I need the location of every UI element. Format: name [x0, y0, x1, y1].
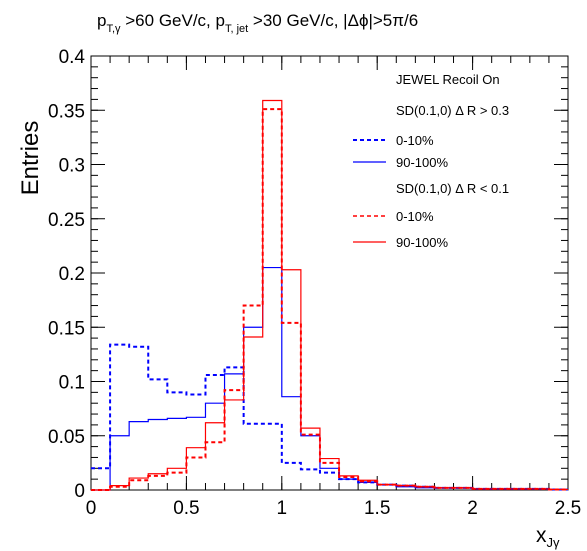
legend-label-red-dashed: 0-10% [396, 209, 434, 224]
x-axis: 0 0.5 1 1.5 2 2.5 [86, 56, 581, 519]
legend-header-dr-large: SD(0.1,0) Δ R > 0.3 [396, 103, 509, 118]
title-tail: >30 GeV/c, |Δϕ|>5π/6 [248, 11, 418, 30]
legend-label-blue-solid: 90-100% [396, 155, 448, 170]
legend-header-generator: JEWEL Recoil On [396, 72, 500, 87]
series-red-solid-90-100 [91, 99, 568, 491]
y-tick-label: 0 [74, 481, 85, 502]
x-axis-title-sub: Jγ [547, 535, 561, 550]
y-axis-title: Entries [17, 121, 44, 196]
x-axis-title-main: x [536, 524, 547, 547]
y-tick-label: 0.1 [59, 373, 85, 394]
y-tick-label: 0.35 [48, 101, 85, 122]
y-tick-label: 0.05 [48, 427, 85, 448]
y-axis: 0 0.05 0.1 0.15 0.2 0.25 0.3 0.35 0.4 [48, 47, 568, 502]
y-tick-label: 0.4 [59, 47, 86, 68]
y-tick-label: 0.15 [48, 318, 85, 339]
title-sub-gamma: T,γ [106, 23, 121, 35]
x-tick-label: 1 [277, 498, 288, 519]
title-p1: p [97, 11, 106, 30]
y-tick-label: 0.3 [59, 156, 85, 177]
series-layer [91, 99, 568, 491]
series-red-dashed-0-10 [91, 108, 568, 491]
legend-label-red-solid: 90-100% [396, 235, 448, 250]
plot-frame [90, 55, 569, 491]
series-blue-solid-90-100 [91, 266, 568, 491]
y-tick-label: 0.25 [48, 210, 85, 231]
x-tick-label: 2 [467, 498, 478, 519]
x-tick-label: 2.5 [555, 498, 581, 519]
title-sub-jet: T, jet [225, 23, 248, 35]
x-tick-label: 1.5 [364, 498, 390, 519]
legend-header-dr-small: SD(0.1,0) Δ R < 0.1 [396, 181, 509, 196]
x-tick-label: 0.5 [173, 498, 199, 519]
x-tick-label: 0 [86, 498, 97, 519]
legend-label-blue-dashed: 0-10% [396, 133, 434, 148]
x-axis-title: xJγ [536, 524, 560, 550]
title-mid: >60 GeV/c, p [121, 11, 225, 30]
y-tick-label: 0.2 [59, 264, 85, 285]
chart-title: pT,γ >60 GeV/c, pT, jet >30 GeV/c, |Δϕ|>… [97, 11, 418, 35]
legend: JEWEL Recoil On SD(0.1,0) Δ R > 0.3 0-10… [353, 72, 509, 250]
